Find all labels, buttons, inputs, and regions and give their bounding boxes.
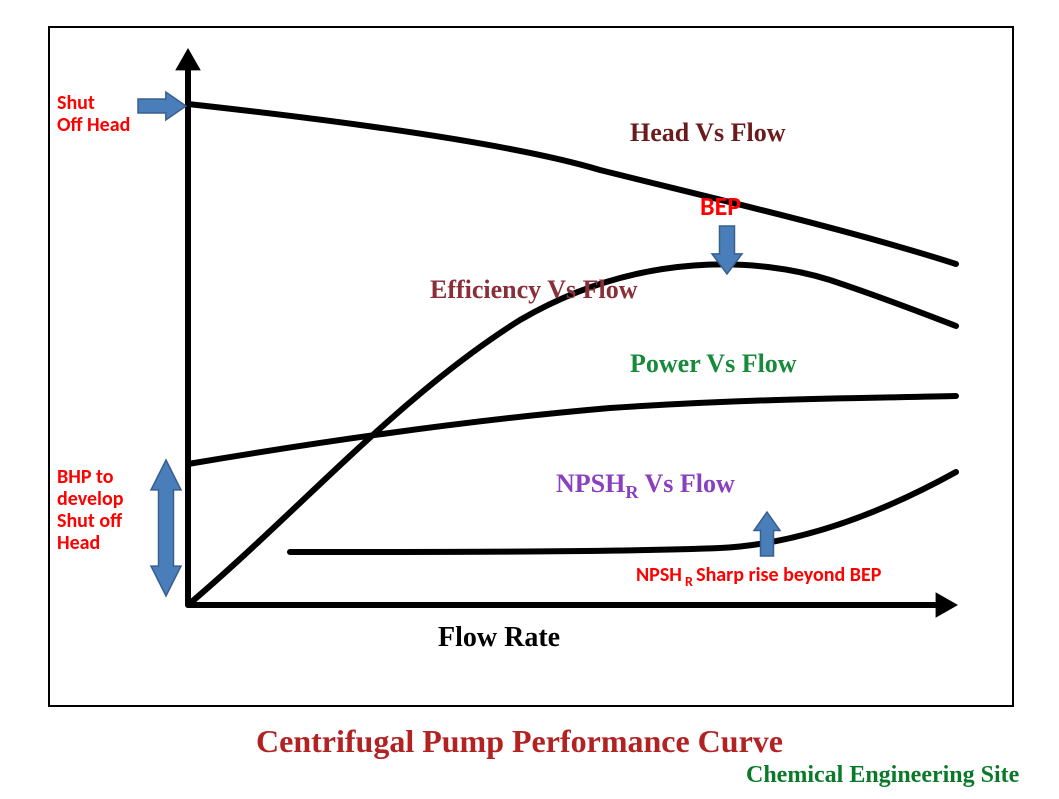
y-axis-arrow [175,48,201,70]
x-axis-label: Flow Rate [438,622,560,654]
curve-head-vs-flow [188,104,956,264]
label-power-vs-flow: Power Vs Flow [630,349,797,379]
x-axis-arrow [936,592,958,618]
chart-title: Centrifugal Pump Performance Curve [256,723,783,760]
label-npshr-vs-flow: NPSHR Vs Flow [556,469,735,503]
annotation-npshr-rise: NPSH R Sharp rise beyond BEP [636,564,881,589]
annotation-bep: BEP [700,192,741,221]
arrow-bhp-updown [151,460,181,596]
curve-power-vs-flow [188,396,956,464]
arrow-shut-off-head [138,92,186,120]
label-efficiency-vs-flow: Efficiency Vs Flow [430,275,638,305]
annotation-bhp: BHP todevelopShut offHead [57,466,123,554]
label-head-vs-flow: Head Vs Flow [630,118,786,148]
arrow-npshr-rise [754,512,780,556]
annotation-shut-off-head: ShutOff Head [57,92,130,136]
arrow-bep [712,226,742,274]
credit-text: Chemical Engineering Site [746,762,1019,789]
